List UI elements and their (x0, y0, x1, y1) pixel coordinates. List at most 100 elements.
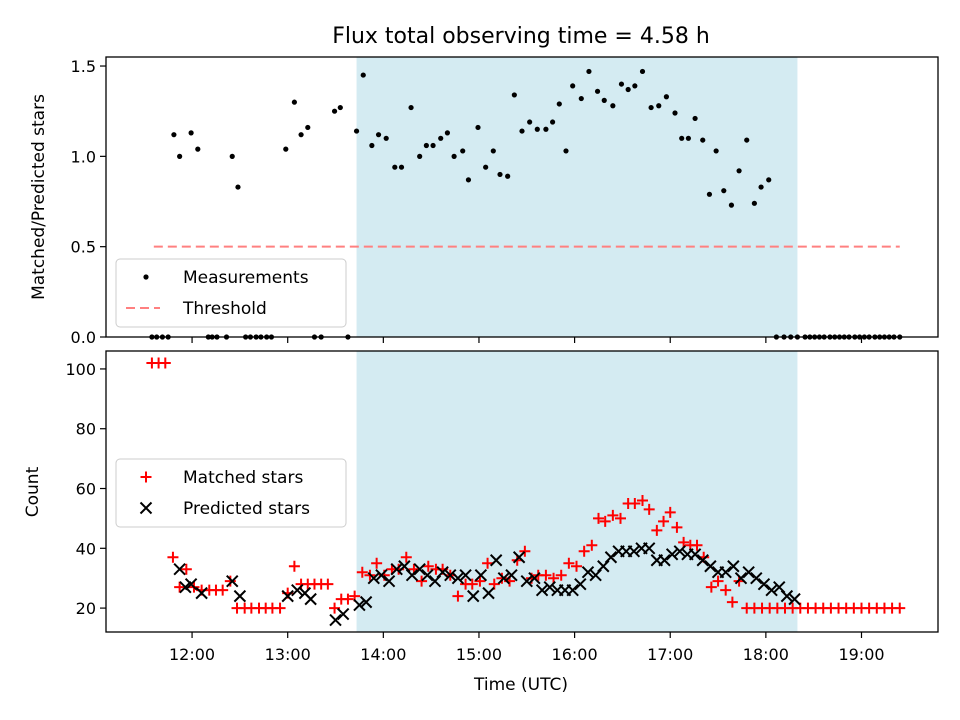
measurement-point (383, 135, 389, 141)
observing-span-rect (356, 351, 798, 632)
predicted-star-point (566, 583, 579, 597)
y-tick-label: 1.0 (71, 147, 96, 166)
measurement-point (656, 103, 662, 109)
measurement-point (586, 68, 592, 75)
matched-star-point (726, 596, 738, 608)
measurement-point (543, 126, 549, 132)
legend-marker-swatch (143, 274, 149, 280)
predicted-star-point (436, 566, 449, 579)
predicted-star-point (734, 571, 748, 585)
matched-star-point (593, 512, 605, 524)
measurement-point (195, 146, 201, 152)
y-tick-label: 60 (76, 480, 96, 499)
measurement-point (417, 153, 423, 159)
predicted-star-point (195, 586, 208, 600)
measurement-point (305, 124, 311, 131)
measurement-point (632, 83, 638, 89)
predicted-star-point (353, 598, 366, 612)
predicted-star-point (474, 568, 488, 582)
predicted-star-point (704, 560, 717, 573)
measurement-point (679, 135, 685, 141)
measurement-point (465, 177, 472, 183)
measurement-point (578, 95, 584, 102)
matched-star-point (159, 357, 171, 369)
measurement-point (744, 137, 750, 143)
predicted-star-point (765, 583, 778, 597)
measurement-point (672, 110, 678, 116)
predicted-star-point (520, 574, 533, 588)
matched-star-point (636, 494, 648, 506)
measurement-point (700, 137, 706, 143)
measurement-point (430, 142, 436, 149)
predicted-star-point (727, 560, 740, 573)
measurement-point (736, 168, 742, 174)
measurement-point (601, 97, 607, 103)
matched-star-point (691, 539, 703, 551)
predicted-star-point (505, 568, 518, 582)
measurement-point (505, 173, 511, 179)
predicted-star-point (604, 551, 618, 564)
measurement-point (369, 142, 375, 149)
top-x-axis (191, 337, 863, 343)
legend-label: Matched stars (183, 468, 303, 488)
predicted-star-point (405, 568, 419, 582)
measurement-point (283, 146, 289, 152)
measurement-point (229, 153, 235, 159)
measurement-point (444, 130, 451, 136)
x-tick-label: 12:00 (169, 645, 215, 664)
legend-label: Measurements (183, 268, 309, 288)
matched-star-point (720, 584, 732, 596)
predicted-star-point (304, 592, 317, 606)
measurement-point (594, 88, 601, 94)
matched-star-point (371, 557, 383, 569)
bottom-y-axis: 20 40 60 80 100 (65, 360, 106, 618)
top-observing-span (356, 57, 798, 337)
top-y-axis: 0.0 0.5 1.0 1.5 (71, 57, 106, 347)
legend-box (115, 458, 347, 528)
measurement-point (337, 104, 343, 111)
measurement-point (751, 200, 757, 206)
predicted-star-point (413, 563, 426, 576)
matched-star-point (678, 536, 690, 548)
predicted-star-point (696, 554, 709, 567)
x-tick-label: 16:00 (552, 645, 598, 664)
predicted-star-point (528, 571, 541, 585)
observing-span-rect (356, 57, 798, 337)
predicted-star-point (375, 568, 388, 582)
measurement-point (648, 104, 654, 111)
y-tick-label: 100 (65, 360, 96, 379)
measurement-point (766, 177, 772, 183)
measurement-point (728, 202, 735, 208)
x-tick-label: 17:00 (647, 645, 693, 664)
predicted-star-point (497, 571, 511, 585)
y-tick-label: 0.0 (71, 328, 96, 347)
predicted-star-point (627, 545, 641, 558)
x-axis-label: Time (UTC) (473, 675, 568, 695)
matched-star-point (400, 551, 412, 563)
predicted-star-point (719, 566, 732, 579)
matched-star-point (174, 581, 186, 593)
legend-label: Predicted stars (183, 499, 310, 519)
chart-title: Flux total observing time = 4.58 h (332, 24, 710, 49)
bottom-y-axis-label: Count (23, 466, 43, 517)
measurement-point (618, 81, 625, 87)
predicted-star-point (184, 577, 198, 591)
matched-star-point (342, 593, 354, 605)
predicted-star-point (382, 574, 396, 588)
x-tick-label: 13:00 (265, 645, 311, 664)
predicted-star-point (233, 589, 247, 603)
measurement-point (188, 130, 194, 136)
predicted-star-point (742, 566, 755, 579)
matched-star-point (599, 515, 611, 527)
measurement-point (438, 135, 444, 141)
predicted-star-point (467, 589, 480, 603)
matched-star-point (322, 578, 334, 590)
measurement-point (721, 188, 727, 194)
measurement-point (475, 124, 481, 131)
measurement-point (375, 132, 382, 138)
measurement-point (519, 128, 525, 134)
matched-star-point (671, 521, 683, 533)
predicted-star-point (673, 545, 687, 558)
measurement-point (490, 148, 496, 154)
y-tick-label: 1.5 (71, 57, 96, 76)
